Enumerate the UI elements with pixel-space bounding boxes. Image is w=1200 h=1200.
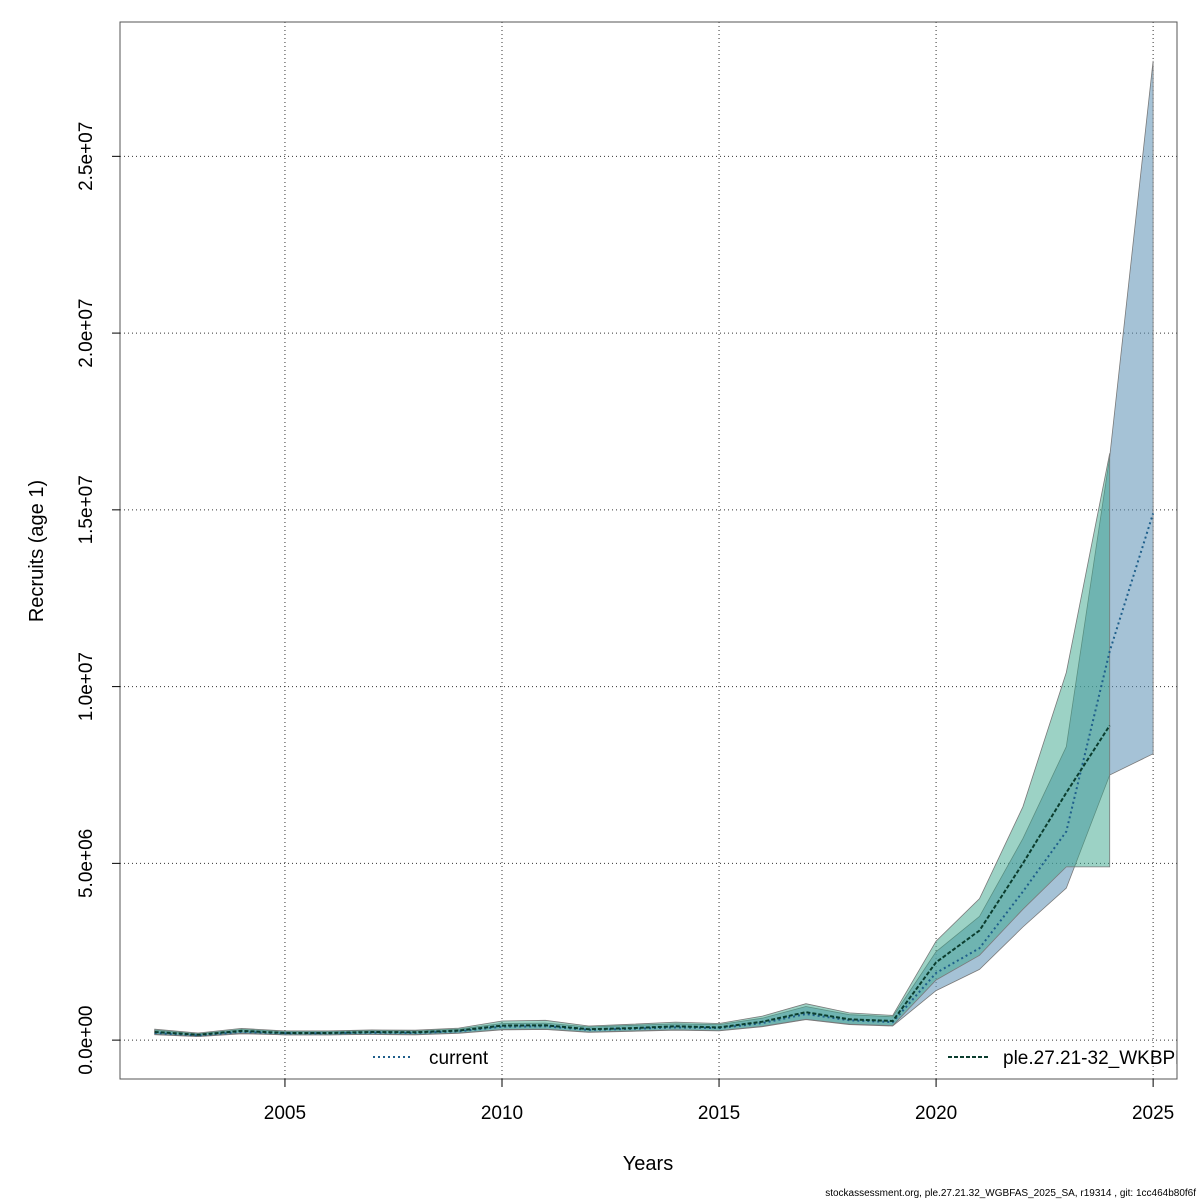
x-tick-label: 2005 [264, 1103, 306, 1124]
x-tick-label: 2025 [1132, 1103, 1174, 1124]
series-line-1 [154, 513, 1155, 1037]
series-line-2 [154, 724, 1111, 1036]
y-tick-label: 2.5e+07 [76, 122, 97, 191]
y-axis-title: Recruits (age 1) [26, 480, 48, 622]
legend-label-2: ple.27.21-32_WKBPLAICE_2024 [1003, 1048, 1200, 1069]
legend-label-1: current [429, 1048, 489, 1069]
y-tick-label: 2.0e+07 [76, 298, 97, 367]
y-tick-label: 5.0e+06 [76, 829, 97, 898]
x-axis: 2005 2010 2015 2020 2025 [264, 1079, 1174, 1124]
x-axis-title: Years [623, 1153, 673, 1175]
confidence-band-2 [154, 453, 1111, 1037]
x-tick-label: 2010 [481, 1103, 523, 1124]
series-lines [154, 513, 1155, 1037]
plot-frame [119, 21, 1178, 1080]
confidence-bands [154, 60, 1154, 1038]
x-tick-label: 2015 [698, 1103, 740, 1124]
y-tick-label: 1.0e+07 [76, 652, 97, 721]
legend: current ple.27.21-32_WKBPLAICE_2024 [373, 1048, 1200, 1069]
footer-credit: stockassessment.org, ple.27.21.32_WGBFAS… [825, 1188, 1196, 1199]
y-axis: 0.0e+00 5.0e+06 1.0e+07 1.5e+07 2.0e+07 2.5e+… [76, 122, 120, 1075]
x-tick-label: 2020 [915, 1103, 957, 1124]
y-tick-label: 0.0e+00 [76, 1005, 97, 1074]
y-tick-label: 1.5e+07 [76, 475, 97, 544]
